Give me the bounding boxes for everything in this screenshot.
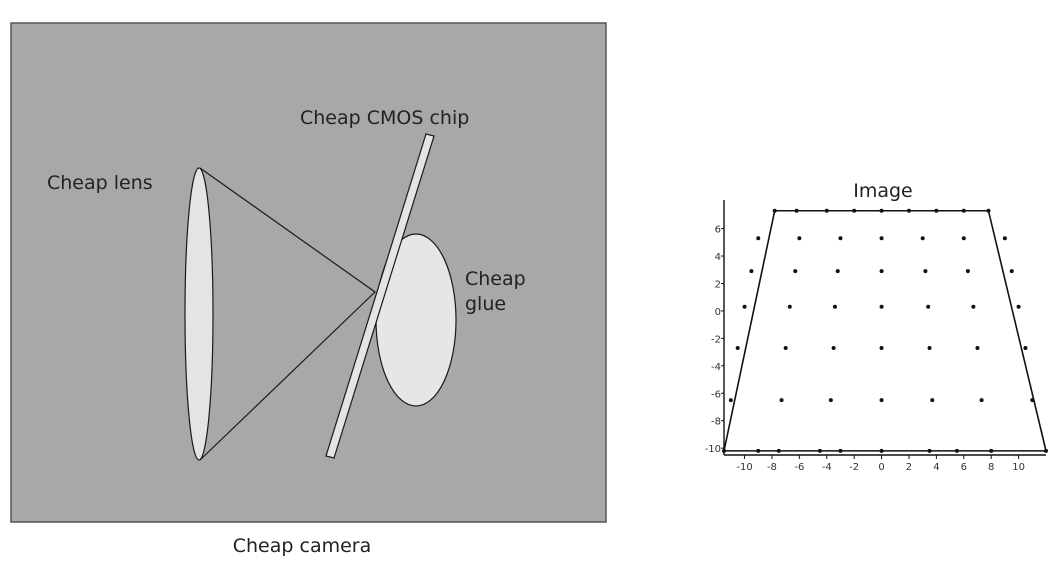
x-tick-label: -4: [822, 462, 832, 473]
y-tick-label: -10: [705, 444, 721, 455]
grid-point: [1044, 448, 1048, 453]
distortion-outline: [723, 209, 1048, 452]
grid-point: [879, 269, 884, 274]
grid-point: [975, 345, 980, 350]
grid-point: [838, 448, 843, 453]
x-tick-label: 10: [1012, 462, 1025, 473]
grid-point: [965, 269, 970, 274]
grid-point: [797, 236, 802, 241]
glue-label-line2: glue: [465, 293, 506, 315]
grid-point: [772, 208, 777, 213]
y-tick-label: 0: [715, 307, 721, 318]
grid-point: [756, 448, 761, 453]
y-tick-label: 2: [715, 279, 721, 290]
grid-point: [794, 208, 799, 213]
camera-lens: [184, 167, 214, 461]
grid-point: [927, 448, 932, 453]
grid-point: [961, 236, 966, 241]
grid-point: [879, 304, 884, 309]
camera-diagram: Cheap lens Cheap CMOS chip Cheap glue: [10, 22, 607, 523]
grid-point: [824, 208, 829, 213]
grid-point: [926, 304, 931, 309]
grid-point: [722, 448, 726, 453]
y-tick-label: 6: [715, 225, 721, 236]
grid-point: [971, 304, 976, 309]
grid-point: [835, 269, 840, 274]
chip-label: Cheap CMOS chip: [300, 107, 469, 129]
grid-point: [1016, 304, 1021, 309]
camera-caption: Cheap camera: [233, 535, 371, 557]
grid-point: [779, 398, 784, 403]
grid-point: [961, 208, 966, 213]
grid-point: [923, 269, 928, 274]
x-tick-label: 4: [933, 462, 939, 473]
grid-point: [930, 398, 935, 403]
grid-point: [735, 345, 740, 350]
grid-point: [831, 345, 836, 350]
grid-point: [776, 448, 781, 453]
x-tick-label: 8: [988, 462, 994, 473]
x-tick-label: -2: [849, 462, 859, 473]
grid-point: [879, 236, 884, 241]
x-tick-label: 2: [906, 462, 912, 473]
grid-point: [906, 208, 911, 213]
grid-point: [979, 398, 984, 403]
grid-point: [793, 269, 798, 274]
glue-label-line1: Cheap: [465, 268, 526, 290]
grid-point: [838, 236, 843, 241]
cmos-chip: [325, 133, 435, 459]
grid-points: [722, 208, 1048, 453]
y-tick-label: -2: [711, 334, 721, 345]
x-tick-label: 6: [961, 462, 967, 473]
grid-point: [879, 398, 884, 403]
x-tick-label: -10: [736, 462, 752, 473]
grid-point: [1009, 269, 1014, 274]
grid-point: [879, 345, 884, 350]
x-tick-label: -6: [794, 462, 804, 473]
camera-panel: [10, 22, 607, 523]
grid-point: [954, 448, 959, 453]
y-tick-label: -4: [711, 362, 721, 373]
grid-point: [986, 208, 991, 213]
grid-point: [879, 448, 884, 453]
grid-point: [756, 236, 761, 241]
light-rays: [199, 167, 376, 461]
grid-point: [749, 269, 754, 274]
grid-point: [934, 208, 939, 213]
grid-point: [920, 236, 925, 241]
grid-point: [1030, 398, 1035, 403]
grid-point: [828, 398, 833, 403]
y-tick-label: -8: [711, 417, 721, 428]
lens-label: Cheap lens: [47, 172, 153, 194]
grid-point: [1023, 345, 1028, 350]
grid-point: [783, 345, 788, 350]
grid-point: [728, 398, 733, 403]
grid-point: [852, 208, 857, 213]
plot-title: Image: [853, 180, 913, 202]
grid-point: [989, 448, 994, 453]
grid-point: [742, 304, 747, 309]
image-plot: Image 6 4 2 0 -2 -4 -6 -8 -10 -10 -8 -6 -4 -2 0 2 4 6 8 10: [705, 180, 1048, 473]
grid-point: [879, 208, 884, 213]
axis-ticks: 6 4 2 0 -2 -4 -6 -8 -10 -10 -8 -6 -4 -2 0 2 4 6 8 10: [705, 225, 1025, 473]
x-tick-label: 0: [878, 462, 884, 473]
x-tick-label: -8: [767, 462, 777, 473]
grid-point: [817, 448, 822, 453]
grid-point: [787, 304, 792, 309]
grid-point: [832, 304, 837, 309]
y-tick-label: 4: [715, 252, 721, 263]
grid-point: [927, 345, 932, 350]
grid-point: [1002, 236, 1007, 241]
y-tick-label: -6: [711, 389, 721, 400]
